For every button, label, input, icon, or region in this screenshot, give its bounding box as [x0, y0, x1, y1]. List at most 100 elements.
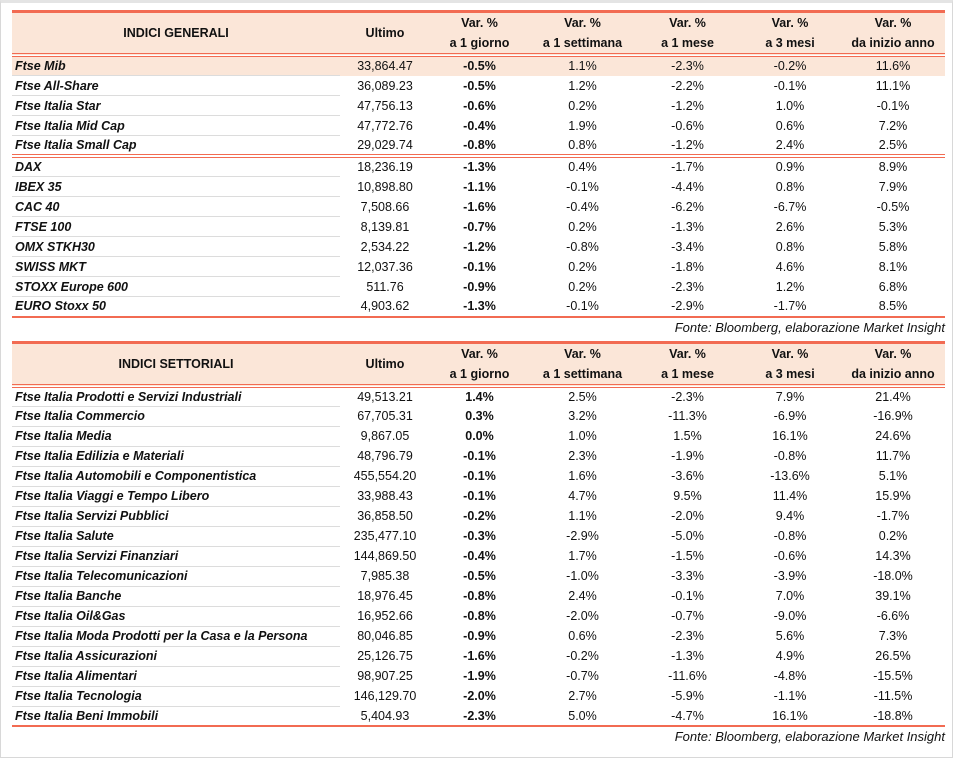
- change-1m: -11.3%: [668, 409, 707, 423]
- column-header-line: Var. %: [771, 16, 809, 30]
- change-ytd: -18.0%: [873, 569, 913, 583]
- last-value: 5,404.93: [340, 706, 430, 727]
- change-3m: 0.6%: [775, 118, 805, 133]
- last-value: 25,126.75: [357, 649, 413, 663]
- change-ytd: 39.1%: [875, 589, 911, 603]
- change-ytd: 26.5%: [875, 649, 911, 663]
- column-header-line: a 1 settimana: [542, 36, 623, 50]
- table-row: EURO Stoxx 50 4,903.62 -1.3% -0.1% -2.9% -1.7…: [12, 296, 945, 318]
- change-1d: -0.1%: [463, 489, 496, 503]
- change-3m: 5.6%: [775, 629, 805, 643]
- column-header-line: Var. %: [564, 346, 601, 361]
- change-1w: -0.7%: [566, 669, 599, 683]
- column-header: Var. % da inizio anno: [841, 340, 945, 388]
- last-value: 4,903.62: [340, 296, 430, 318]
- general-indices-table: INDICI GENERALI Ultimo Var. % a 1 giorno Var…: [12, 10, 945, 318]
- change-1w: 2.4%: [568, 589, 597, 603]
- table-row: Ftse Italia Alimentari 98,907.25 -1.9% -0.7…: [12, 666, 945, 687]
- last-value: 98,907.25: [357, 669, 413, 683]
- page-content: INDICI GENERALI Ultimo Var. % a 1 giorno Var…: [12, 10, 945, 744]
- table-row: IBEX 35 10,898.80 -1.1% -0.1% -4.4% 0.8% 7.9%: [12, 176, 945, 197]
- change-ytd: 5.1%: [878, 469, 908, 483]
- table-row: Ftse All-Share 36,089.23 -0.5% 1.2% -2.2% -0.…: [12, 75, 945, 96]
- column-header-line: Var. %: [461, 16, 498, 30]
- change-3m: -3.9%: [773, 569, 807, 583]
- change-1m: -3.3%: [671, 569, 704, 583]
- last-value: 18,976.45: [357, 589, 413, 603]
- change-1m: -2.3%: [671, 389, 704, 404]
- column-header-line: Var. %: [461, 346, 498, 361]
- table-row: Ftse Italia Prodotti e Servizi Industria…: [12, 385, 945, 407]
- change-1d: -0.4%: [463, 549, 496, 563]
- last-value: 7,508.66: [360, 199, 410, 214]
- change-ytd: 21.4%: [875, 389, 911, 404]
- change-1d: -1.3%: [463, 160, 496, 175]
- column-header-line: a 3 mesi: [765, 366, 815, 381]
- last-value: 67,705.31: [357, 409, 413, 423]
- column-header: Var. % da inizio anno: [841, 10, 945, 57]
- change-ytd: 0.2%: [878, 529, 908, 543]
- column-header-line: Var. %: [874, 16, 912, 30]
- change-ytd: 14.3%: [875, 549, 911, 563]
- change-1w: 5.0%: [529, 706, 636, 727]
- change-3m: -4.8%: [773, 669, 807, 683]
- change-ytd: 11.6%: [875, 59, 911, 74]
- last-value: 47,756.13: [357, 98, 413, 113]
- change-3m: -13.6%: [770, 469, 810, 483]
- change-1w: 0.2%: [568, 279, 597, 294]
- change-1d: -1.1%: [463, 179, 496, 194]
- index-name: CAC 40: [12, 196, 340, 217]
- change-ytd: 2.5%: [841, 135, 945, 158]
- change-1m: -1.2%: [636, 135, 739, 158]
- change-3m: 2.6%: [775, 219, 805, 234]
- change-1w: -0.1%: [566, 179, 599, 194]
- index-name: STOXX Europe 600: [12, 276, 340, 297]
- index-name: OMX STKH30: [12, 236, 340, 257]
- change-3m: 4.9%: [775, 649, 805, 663]
- change-3m: -0.1%: [773, 78, 807, 93]
- column-header-line: Var. %: [669, 346, 706, 361]
- column-header-line: Var. %: [771, 346, 809, 361]
- change-1w: -0.1%: [529, 296, 636, 318]
- index-name: Ftse Italia Beni Immobili: [12, 706, 340, 727]
- change-3m: -9.0%: [773, 609, 807, 623]
- index-name: Ftse Italia Commercio: [12, 406, 340, 427]
- index-name: Ftse Italia Automobili e Componentistica: [12, 466, 340, 487]
- index-name: Ftse Italia Oil&Gas: [12, 606, 340, 627]
- column-header-line: a 1 settimana: [542, 366, 623, 381]
- table-row: STOXX Europe 600 511.76 -0.9% 0.2% -2.3% 1.2%…: [12, 276, 945, 297]
- change-1d: -0.2%: [463, 509, 496, 523]
- column-header-line: Ultimo: [365, 26, 405, 40]
- change-ytd: 5.3%: [878, 219, 908, 234]
- table-row: Ftse Italia Servizi Pubblici 36,858.50 -0.…: [12, 506, 945, 527]
- change-1m: -2.9%: [636, 296, 739, 318]
- change-1w: -1.0%: [566, 569, 599, 583]
- change-3m: -0.2%: [773, 59, 807, 74]
- table-row: Ftse Italia Small Cap 29,029.74 -0.8% 0.8% -…: [12, 135, 945, 158]
- index-name: IBEX 35: [12, 176, 340, 197]
- last-value: 455,554.20: [353, 469, 417, 483]
- change-ytd: 15.9%: [875, 489, 911, 503]
- change-ytd: 8.9%: [878, 160, 908, 175]
- section-title: INDICI SETTORIALI: [12, 340, 340, 388]
- table-row: FTSE 100 8,139.81 -0.7% 0.2% -1.3% 2.6% 5.3%: [12, 216, 945, 237]
- column-header-line: Var. %: [669, 16, 706, 30]
- change-1d: -0.5%: [463, 59, 496, 74]
- change-1d: -0.1%: [463, 469, 496, 483]
- change-1d: -0.9%: [463, 629, 496, 643]
- column-header-line: Var. %: [874, 346, 912, 361]
- change-1d: -0.5%: [463, 569, 496, 583]
- change-1m: 1.5%: [673, 429, 702, 443]
- last-value: 511.76: [366, 279, 404, 294]
- index-name: Ftse Italia Assicurazioni: [12, 646, 340, 667]
- change-1d: -0.3%: [463, 529, 496, 543]
- change-1d: -0.1%: [463, 449, 496, 463]
- change-ytd: 8.1%: [878, 259, 908, 274]
- column-header: Var. % a 1 mese: [636, 340, 739, 388]
- table-row: Ftse Italia Banche 18,976.45 -0.8% 2.4% -0.1…: [12, 586, 945, 607]
- change-1m: -0.6%: [671, 118, 704, 133]
- change-1m: -11.6%: [668, 669, 707, 683]
- index-name: Ftse Italia Alimentari: [12, 666, 340, 687]
- change-ytd: 24.6%: [875, 429, 911, 443]
- index-name: Ftse Italia Tecnologia: [12, 686, 340, 707]
